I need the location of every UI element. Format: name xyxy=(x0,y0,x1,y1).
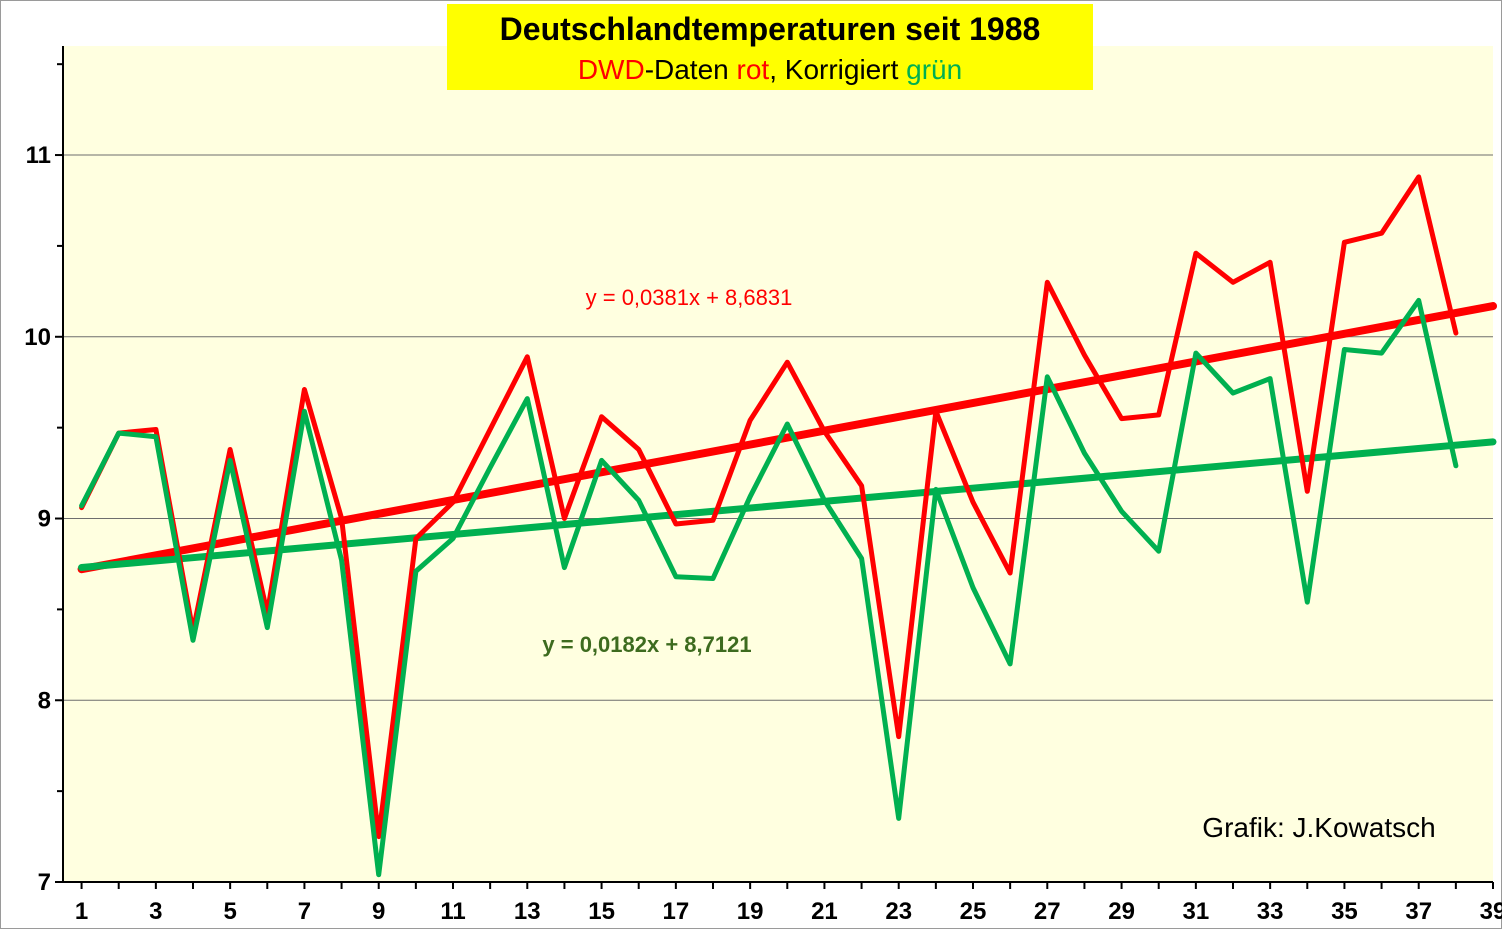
trendlines xyxy=(77,302,1497,574)
chart-title: Deutschlandtemperaturen seit 1988 xyxy=(500,11,1041,47)
y-axis-ticks: 7 8 9 10 11 xyxy=(24,63,63,896)
series-line-green xyxy=(79,297,1459,878)
trendline-green xyxy=(78,438,1497,572)
subtitle-part: , Korrigiert xyxy=(769,54,906,85)
x-tick-label: 17 xyxy=(663,898,690,925)
series-lines xyxy=(79,174,1459,878)
x-tick-label: 19 xyxy=(737,898,764,925)
series-line-red xyxy=(79,174,1459,840)
x-tick-label: 9 xyxy=(372,898,385,925)
chart-subtitle: DWD-Daten rot, Korrigiert grün xyxy=(578,54,962,85)
x-tick-label: 3 xyxy=(149,898,162,925)
y-tick-label: 9 xyxy=(38,506,51,533)
x-tick-label: 21 xyxy=(811,898,838,925)
x-tick-label: 25 xyxy=(960,898,987,925)
x-tick-label: 1 xyxy=(75,898,88,925)
x-tick-label: 7 xyxy=(298,898,311,925)
x-tick-label: 15 xyxy=(588,898,615,925)
trendline-label-green: y = 0,0182x + 8,7121 xyxy=(542,632,751,657)
y-tick-label: 7 xyxy=(38,869,51,896)
subtitle-part: rot xyxy=(737,54,770,85)
x-tick-label: 11 xyxy=(440,898,465,925)
subtitle-part: DWD xyxy=(578,54,645,85)
x-tick-label: 37 xyxy=(1405,898,1432,925)
y-tick-label: 11 xyxy=(26,142,51,169)
subtitle-part: grün xyxy=(906,54,962,85)
x-tick-label: 23 xyxy=(885,898,912,925)
y-tick-label: 8 xyxy=(38,687,51,714)
x-tick-label: 13 xyxy=(514,898,541,925)
axes xyxy=(62,46,1493,883)
x-axis-ticks: 1 3 5 7 9 11 13 15 17 19 21 23 25 27 29 31 33 35 37 39 xyxy=(75,882,1502,925)
x-tick-label: 5 xyxy=(223,898,236,925)
chart-credit: Grafik: J.Kowatsch xyxy=(1202,812,1435,843)
x-tick-label: 35 xyxy=(1331,898,1358,925)
trendline-red xyxy=(77,302,1497,574)
x-tick-label: 29 xyxy=(1108,898,1135,925)
title-box xyxy=(447,4,1093,90)
subtitle-part: -Daten xyxy=(645,54,737,85)
trendline-label-red: y = 0,0381x + 8,6831 xyxy=(586,285,793,310)
gridlines xyxy=(63,154,1493,701)
x-tick-label: 39 xyxy=(1480,898,1502,925)
y-tick-label: 10 xyxy=(24,324,51,351)
x-tick-label: 27 xyxy=(1034,898,1061,925)
x-tick-label: 31 xyxy=(1183,898,1210,925)
x-tick-label: 33 xyxy=(1257,898,1284,925)
